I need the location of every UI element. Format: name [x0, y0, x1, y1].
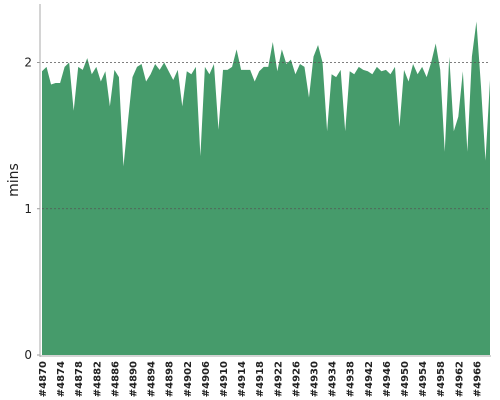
x-tick-label: #4934 — [328, 361, 339, 397]
x-tick-label: #4914 — [237, 361, 248, 397]
x-tick-label: #4946 — [382, 361, 393, 397]
x-tick-label: #4874 — [56, 361, 67, 397]
x-tick-label: #4890 — [129, 361, 140, 397]
x-tick-label: #4942 — [364, 361, 375, 397]
y-tick-label: 2 — [24, 56, 32, 70]
x-tick-label: #4882 — [92, 361, 103, 397]
x-tick-label: #4954 — [418, 361, 429, 397]
x-tick-label: #4870 — [38, 361, 49, 397]
x-tick-label: #4906 — [201, 361, 212, 397]
area — [42, 21, 490, 356]
x-tick-label: #4902 — [183, 361, 194, 397]
y-tick-label: 0 — [24, 348, 32, 362]
x-tick-label: #4930 — [310, 361, 321, 397]
y-tick-label: 1 — [24, 202, 32, 216]
x-tick-label: #4962 — [454, 361, 465, 397]
x-tick-label: #4966 — [472, 361, 483, 397]
y-axis-label: mins — [6, 163, 22, 197]
x-tick-label: #4950 — [400, 361, 411, 397]
x-tick-label: #4918 — [255, 361, 266, 397]
x-tick-label: #4926 — [291, 361, 302, 397]
x-tick-label: #4958 — [436, 361, 447, 397]
x-tick-label: #4898 — [165, 361, 176, 397]
x-tick-label: #4938 — [346, 361, 357, 397]
x-tick-label: #4886 — [110, 361, 121, 397]
x-tick-label: #4878 — [74, 361, 85, 397]
x-tick-label: #4922 — [273, 361, 284, 397]
x-tick-label: #4910 — [219, 361, 230, 397]
x-tick-label: #4894 — [147, 361, 158, 397]
